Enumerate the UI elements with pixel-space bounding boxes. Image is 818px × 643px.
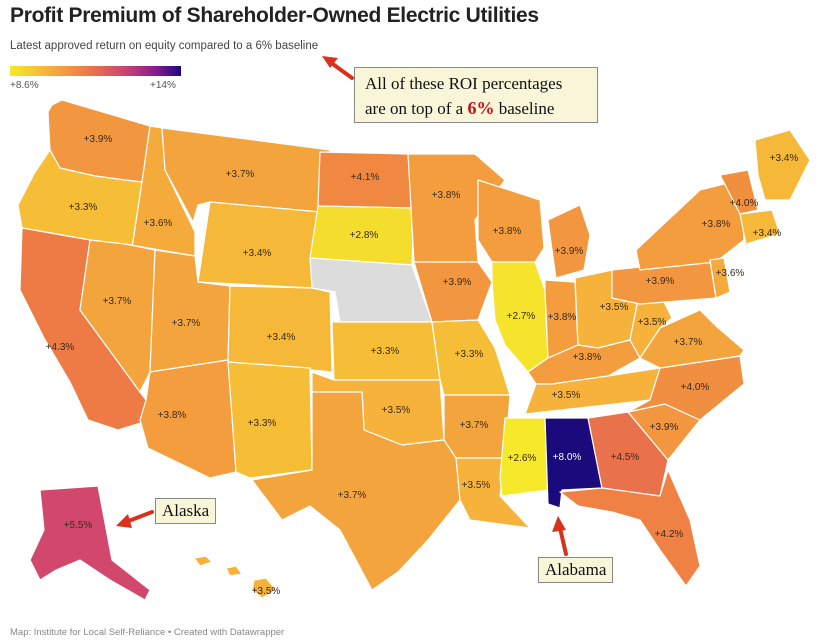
state-label-ia: +3.9%: [443, 277, 472, 288]
state-ny: [635, 179, 745, 271]
state-label-va: +3.7%: [674, 337, 703, 348]
state-mi: [547, 204, 591, 279]
state-label-nc: +4.0%: [681, 382, 710, 393]
color-legend-bar: [10, 66, 181, 76]
state-label-mo: +3.3%: [455, 349, 484, 360]
state-label-in: +3.8%: [548, 312, 577, 323]
alaska-callout: Alaska: [155, 498, 217, 524]
state-label-hi: +3.5%: [252, 586, 281, 597]
state-hi: [193, 555, 277, 599]
state-label-ak: +5.5%: [64, 520, 93, 531]
arrow-head-alabama: [552, 516, 566, 532]
state-nm: [227, 361, 313, 479]
baseline-callout-suffix: baseline: [498, 99, 555, 118]
state-label-sc: +3.9%: [650, 422, 679, 433]
state-me: [754, 129, 811, 201]
state-nj: [709, 257, 731, 299]
state-label-sd: +2.8%: [350, 230, 379, 241]
baseline-callout-line1: All of these ROI percentages: [365, 74, 563, 93]
state-label-oh: +3.5%: [600, 302, 629, 313]
state-label-wi: +3.8%: [493, 226, 522, 237]
legend-min-label: +8.6%: [10, 80, 39, 91]
state-label-ks: +3.3%: [371, 346, 400, 357]
state-label-or: +3.3%: [69, 202, 98, 213]
state-label-mn: +3.8%: [432, 190, 461, 201]
state-ma: [739, 209, 781, 245]
state-label-nj: +3.6%: [716, 268, 745, 279]
arrow-head-subtitle: [322, 56, 338, 68]
state-az: [139, 359, 237, 479]
baseline-callout: All of these ROI percentages are on top …: [354, 67, 598, 123]
arrow-head-alaska: [116, 514, 132, 528]
state-label-ms: +2.6%: [508, 453, 537, 464]
state-label-tx: +3.7%: [338, 490, 367, 501]
legend-max-label: +14%: [150, 80, 176, 91]
state-label-nm: +3.3%: [248, 418, 277, 429]
state-label-mt: +3.7%: [226, 169, 255, 180]
state-label-ut: +3.7%: [172, 318, 201, 329]
state-label-al: +8.0%: [553, 452, 582, 463]
state-label-ar: +3.7%: [460, 420, 489, 431]
state-label-ma: +3.4%: [753, 228, 782, 239]
state-ak: [29, 485, 151, 601]
arrow-to-subtitle: [328, 60, 354, 80]
state-label-az: +3.8%: [158, 410, 187, 421]
baseline-percent: 6%: [467, 98, 495, 118]
state-label-wa: +3.9%: [84, 134, 113, 145]
state-label-pa: +3.9%: [646, 276, 675, 287]
state-label-vt: +4.0%: [730, 198, 759, 209]
state-label-ok: +3.5%: [382, 405, 411, 416]
state-tx: [251, 391, 461, 591]
map-subtitle: Latest approved return on equity compare…: [10, 40, 319, 52]
state-va: [639, 309, 745, 369]
state-label-ga: +4.5%: [611, 452, 640, 463]
state-wi: [477, 179, 545, 263]
state-label-ny: +3.8%: [702, 219, 731, 230]
state-fl: [559, 469, 701, 587]
state-label-wy: +3.4%: [243, 248, 272, 259]
arrow-to-alaska: [124, 510, 154, 524]
state-vt: [719, 169, 759, 215]
state-label-nd: +4.1%: [351, 172, 380, 183]
alabama-callout: Alabama: [538, 557, 614, 583]
state-label-id: +3.6%: [144, 218, 173, 229]
state-co: [227, 285, 333, 373]
state-label-co: +3.4%: [267, 332, 296, 343]
map-title: Profit Premium of Shareholder-Owned Elec…: [10, 4, 539, 27]
state-ga: [587, 411, 669, 497]
state-label-mi: +3.9%: [555, 246, 584, 257]
baseline-callout-line2: are on top of a 6% baseline: [365, 96, 597, 121]
state-ia: [413, 261, 493, 323]
arrow-to-alabama: [558, 526, 568, 556]
state-label-me: +3.4%: [770, 153, 799, 164]
map-credit: Map: Institute for Local Self-Reliance •…: [10, 627, 285, 638]
state-label-il: +2.7%: [507, 311, 536, 322]
state-label-tn: +3.5%: [552, 390, 581, 401]
baseline-callout-prefix: are on top of a: [365, 99, 468, 118]
state-label-ky: +3.8%: [573, 352, 602, 363]
state-label-la: +3.5%: [462, 480, 491, 491]
state-ms: [499, 417, 549, 497]
state-wy: [197, 201, 321, 289]
state-label-fl: +4.2%: [655, 529, 684, 540]
state-label-nv: +3.7%: [103, 296, 132, 307]
state-label-wv: +3.5%: [638, 317, 667, 328]
state-label-ca: +4.3%: [46, 342, 75, 353]
